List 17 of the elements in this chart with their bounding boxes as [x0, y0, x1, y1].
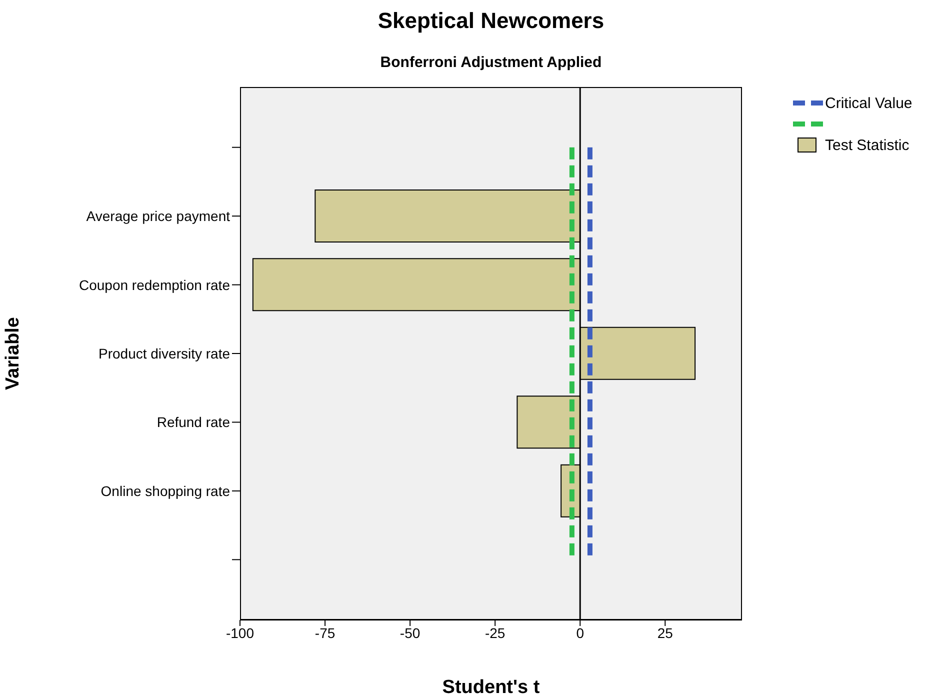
y-tick-label: Product diversity rate	[98, 345, 230, 362]
y-tick-label: Refund rate	[156, 414, 230, 430]
x-axis-title: Student's t	[442, 677, 540, 697]
y-tick-label: Online shopping rate	[100, 482, 230, 499]
y-tick-label: Average price payment	[86, 208, 230, 224]
x-tick-label: 25	[657, 624, 674, 641]
x-tick-label: -25	[484, 624, 506, 641]
legend-label: Critical Value	[825, 95, 912, 112]
y-axis-title: Variable	[2, 317, 24, 390]
chart-title: Skeptical Newcomers	[376, 8, 606, 34]
x-tick-label: -75	[314, 624, 336, 641]
chart-subtitle: Bonferroni Adjustment Applied	[379, 54, 603, 71]
x-tick-label: -100	[226, 624, 254, 641]
y-tick-label: Coupon redemption rate	[79, 276, 230, 293]
x-tick-label: -50	[400, 624, 420, 641]
x-tick-label: 0	[576, 624, 584, 641]
legend-label: Test Statistic	[825, 137, 910, 154]
